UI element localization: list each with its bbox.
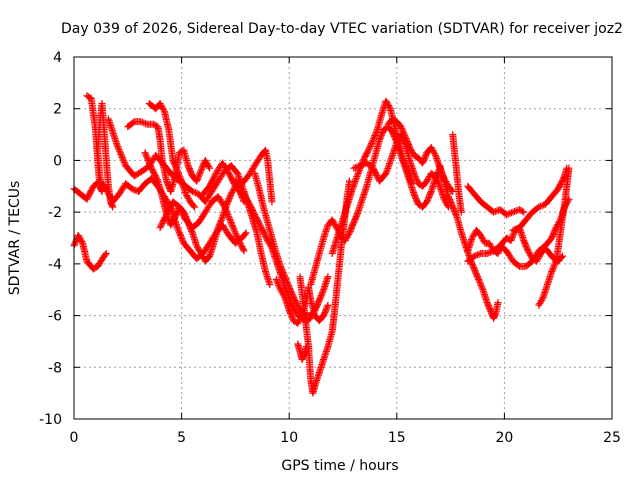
y-tick-label: 2 bbox=[53, 102, 62, 118]
marker-trail bbox=[156, 193, 248, 255]
y-tick-label: 4 bbox=[53, 50, 62, 66]
x-tick-label: 0 bbox=[70, 430, 79, 446]
series-sat14 bbox=[294, 340, 310, 363]
series-sat9 bbox=[199, 146, 276, 206]
x-tick-label: 10 bbox=[280, 430, 298, 446]
y-tick-label: -4 bbox=[48, 257, 62, 273]
marker-trail bbox=[145, 100, 199, 211]
series-sat25 bbox=[535, 164, 573, 309]
chart-title: Day 039 of 2026, Sidereal Day-to-day VTE… bbox=[61, 21, 623, 37]
y-tick-label: 0 bbox=[53, 153, 62, 169]
series-sat21 bbox=[464, 182, 528, 219]
x-axis-label: GPS time / hours bbox=[281, 458, 398, 474]
x-tick-label: 15 bbox=[388, 430, 406, 446]
plot-frame bbox=[73, 56, 613, 420]
marker-trail bbox=[251, 169, 332, 320]
data-points bbox=[70, 92, 573, 397]
series-sat20 bbox=[449, 131, 465, 216]
marker-trail bbox=[328, 97, 416, 257]
marker-trail bbox=[83, 92, 117, 211]
series-sat8 bbox=[156, 193, 248, 255]
x-tick-label: 20 bbox=[495, 430, 513, 446]
marker-trail bbox=[294, 340, 310, 363]
series-sat3 bbox=[83, 92, 117, 211]
y-tick-label: -10 bbox=[39, 412, 62, 428]
x-tick-label: 25 bbox=[603, 430, 621, 446]
marker-trail bbox=[464, 182, 528, 219]
x-tick-label: 5 bbox=[177, 430, 186, 446]
marker-trail bbox=[449, 131, 465, 216]
series-sat16 bbox=[328, 97, 416, 257]
y-axis-label: SDTVAR / TECUs bbox=[7, 181, 23, 296]
series-sat6 bbox=[145, 100, 199, 211]
series-sat11 bbox=[251, 169, 332, 320]
marker-trail bbox=[535, 164, 573, 309]
axis-ticks bbox=[73, 56, 613, 420]
y-tick-label: -6 bbox=[48, 309, 62, 325]
series-sat19 bbox=[436, 162, 502, 322]
marker-trail bbox=[199, 146, 276, 206]
y-tick-label: -2 bbox=[48, 205, 62, 221]
y-tick-label: -8 bbox=[48, 360, 62, 376]
marker-trail bbox=[436, 162, 502, 322]
